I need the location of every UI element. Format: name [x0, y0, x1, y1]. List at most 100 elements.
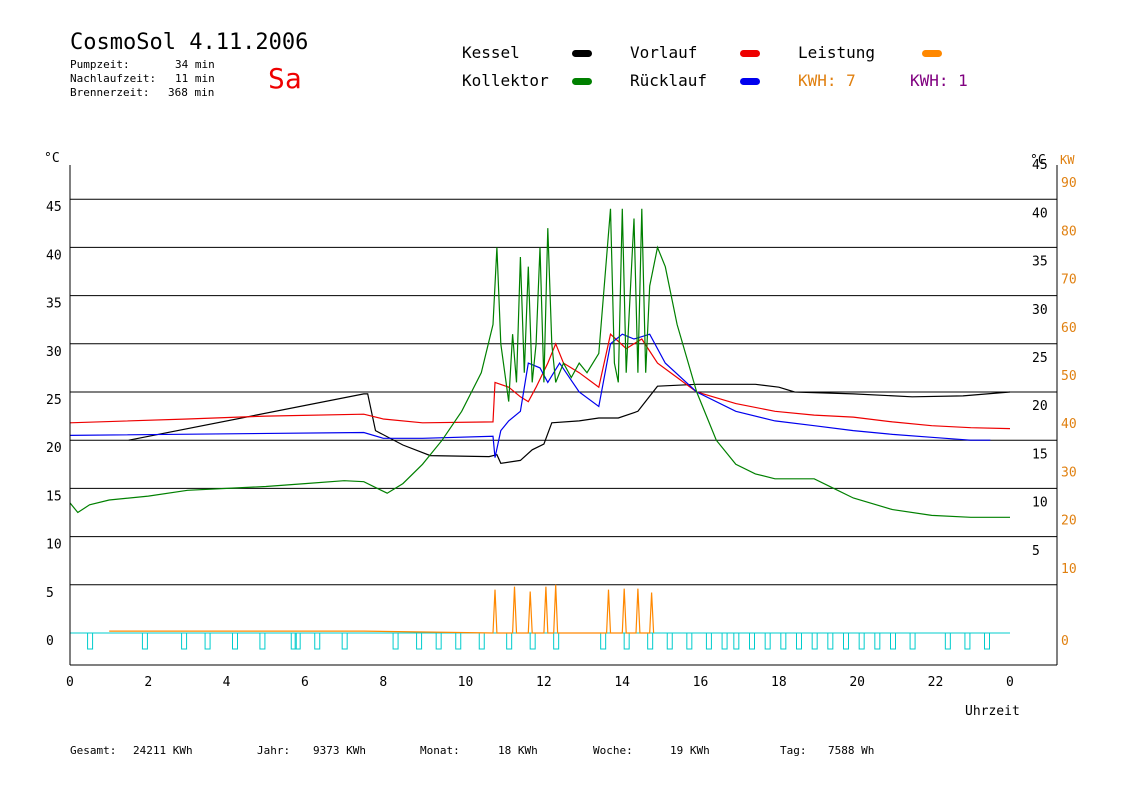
- y-tick-label-kw: 40: [1061, 417, 1077, 432]
- y-tick-label-left: 0: [46, 634, 54, 649]
- footer-label-monat: Monat:: [420, 744, 460, 757]
- series-lines: [69, 208, 1011, 634]
- pump-marker: [686, 632, 693, 650]
- pump-marker: [944, 632, 951, 650]
- y-tick-label-kw: 50: [1061, 369, 1077, 384]
- page-title: CosmoSol 4.11.2006: [70, 30, 309, 55]
- y-tick-label-right: 35: [1032, 255, 1048, 270]
- y-tick-label-left: 5: [46, 586, 54, 601]
- footer-value-monat: 18 KWh: [498, 744, 538, 757]
- legend-swatch-vorlauf: [740, 50, 760, 57]
- pump-marker: [705, 632, 712, 650]
- x-tick-label: 22: [928, 675, 944, 690]
- pump-marker: [290, 632, 297, 650]
- footer-label-jahr: Jahr:: [257, 744, 291, 757]
- legend-swatch-kessel: [572, 50, 592, 57]
- pump-marker: [455, 632, 462, 650]
- pump-marker: [733, 632, 740, 650]
- x-tick-label: 12: [536, 675, 552, 690]
- y-tick-label-left: 45: [46, 200, 62, 215]
- y-tick-label-left: 20: [46, 441, 62, 456]
- x-tick-label: 0: [1006, 675, 1014, 690]
- legend-label-kollektor: Kollektor: [462, 71, 549, 90]
- pump-marker: [341, 632, 348, 650]
- y-tick-label-kw: 90: [1061, 176, 1077, 191]
- legend-swatch-ruecklauf: [740, 78, 760, 85]
- x-tick-label: 16: [693, 675, 709, 690]
- y-tick-label-right: 30: [1032, 303, 1048, 318]
- pump-marker: [796, 632, 802, 650]
- pump-marker: [890, 632, 896, 650]
- legend-swatch-kollektor: [572, 78, 592, 85]
- axis-labels: °C °C KW0510152025303540455101520253035404…: [44, 151, 1077, 719]
- pump-marker: [984, 632, 990, 650]
- legend-label-vorlauf: Vorlauf: [630, 43, 698, 62]
- footer-value-jahr: 9373 KWh: [313, 744, 366, 757]
- stat-value-pumpzeit: 34 min: [175, 58, 215, 71]
- pump-activity-markers: [87, 632, 990, 650]
- y-tick-label-kw: 80: [1061, 224, 1077, 239]
- y-tick-label-right: 25: [1032, 351, 1048, 366]
- footer-label-woche: Woche:: [593, 744, 633, 757]
- y-tick-label-left: 10: [46, 538, 62, 553]
- pump-marker: [181, 632, 188, 650]
- x-tick-label: 8: [379, 675, 387, 690]
- footer-label-tag: Tag:: [780, 744, 807, 757]
- pump-marker: [87, 632, 94, 650]
- legend-label-leistung: Leistung: [798, 43, 876, 62]
- grid-lines: [70, 198, 1057, 634]
- y-tick-label-right: 40: [1032, 206, 1048, 221]
- y-tick-label-kw: 20: [1061, 514, 1077, 529]
- y-axis-unit-kw: KW: [1060, 153, 1075, 167]
- legend-swatch-leistung: [922, 50, 942, 57]
- pump-marker: [964, 632, 971, 650]
- series-line-rcklauf: [69, 333, 991, 458]
- pump-marker: [478, 632, 485, 650]
- y-tick-label-left: 35: [46, 297, 62, 312]
- pump-marker: [780, 632, 787, 650]
- stat-label-pumpzeit: Pumpzeit:: [70, 58, 130, 71]
- x-tick-label: 0: [66, 675, 74, 690]
- stat-label-nachlaufzeit: Nachlaufzeit:: [70, 72, 157, 85]
- y-tick-label-left: 40: [46, 248, 62, 263]
- x-tick-label: 6: [301, 675, 309, 690]
- pump-marker: [204, 632, 211, 650]
- y-tick-label-kw: 60: [1061, 321, 1077, 336]
- pump-marker: [874, 632, 881, 650]
- x-tick-label: 4: [223, 675, 231, 690]
- y-tick-label-left: 15: [46, 489, 62, 504]
- legend-label-kessel: Kessel: [462, 43, 520, 62]
- x-axis-label: Uhrzeit: [965, 704, 1020, 719]
- pump-marker: [259, 632, 266, 650]
- pump-marker: [141, 632, 148, 650]
- y-tick-label-right: 10: [1032, 496, 1048, 511]
- series-line-kessel: [128, 383, 1011, 464]
- pump-marker: [843, 632, 849, 650]
- stat-value-nachlaufzeit: 11 min: [175, 72, 215, 85]
- series-line-kollektor: [69, 208, 1010, 518]
- pump-marker: [435, 632, 442, 650]
- x-tick-label: 20: [849, 675, 865, 690]
- kwh-total-secondary: KWH: 1: [910, 71, 968, 90]
- x-tick-label: 14: [614, 675, 630, 690]
- pump-marker: [764, 632, 771, 650]
- series-line-vorlauf: [69, 333, 1011, 430]
- pump-marker: [392, 632, 399, 650]
- axes: [69, 165, 1058, 666]
- series-line-leistung: [109, 584, 655, 634]
- y-axis-unit-left: °C: [44, 151, 60, 166]
- footer-value-tag: 7588 Wh: [828, 744, 875, 757]
- footer-label-gesamt: Gesamt:: [70, 744, 117, 757]
- y-axis-unit-right: °C: [1030, 153, 1046, 168]
- kwh-total-leistung: KWH: 7: [798, 71, 856, 90]
- pump-marker: [858, 632, 865, 650]
- pump-marker: [647, 632, 654, 650]
- pump-marker: [909, 632, 916, 650]
- stat-value-brennerzeit: 368 min: [168, 86, 215, 99]
- pump-marker: [600, 632, 607, 650]
- pump-marker: [553, 632, 560, 650]
- y-tick-label-kw: 30: [1061, 465, 1077, 480]
- y-tick-label-right: 45: [1032, 158, 1048, 173]
- footer-value-gesamt: 24211 KWh: [133, 744, 193, 757]
